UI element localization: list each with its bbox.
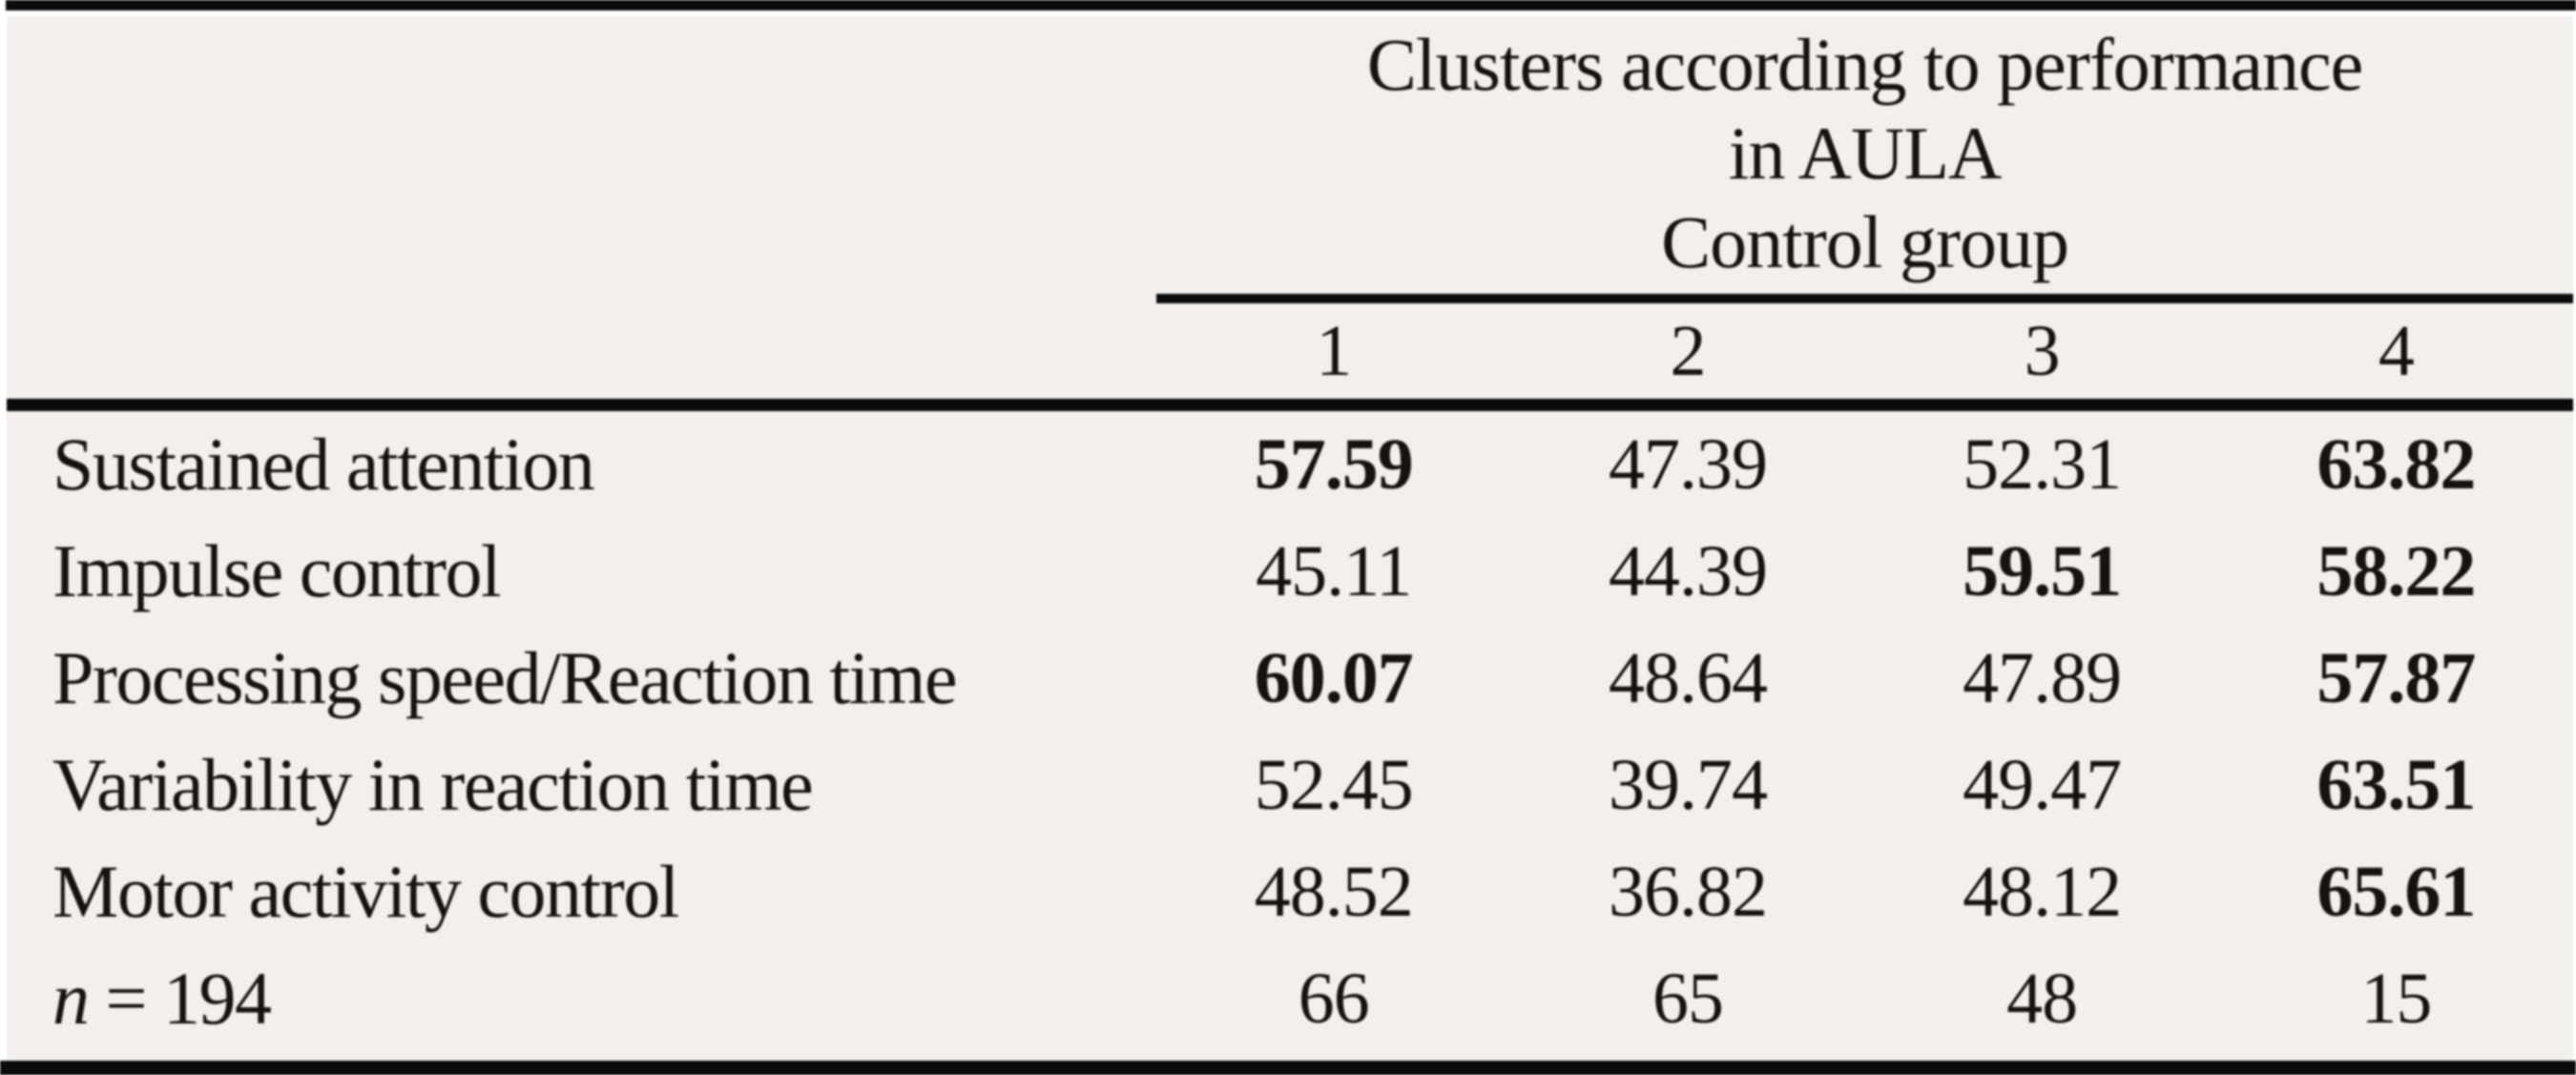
value-cell: 57.59 [1254,424,1414,505]
column-header-3: 3 [1864,299,2219,411]
table-content-area: Clusters according to performance in AUL… [7,16,2573,1075]
table-row-n-count: n = 194 66 65 48 15 [7,945,2573,1052]
table-row-variability-reaction-time: Variability in reaction time 52.45 39.74… [7,732,2573,838]
table-bottom-rule [0,1061,2576,1075]
row-label: Impulse control [52,529,502,612]
value-cell: 58.22 [2316,530,2476,611]
table-row-sustained-attention: Sustained attention 57.59 47.39 52.31 63… [7,405,2573,519]
value-cell: 47.89 [1963,637,2122,718]
row-label: Motor activity control [52,850,679,933]
row-label: Variability in reaction time [52,743,814,826]
value-cell: 63.82 [2316,424,2476,505]
value-cell: 47.39 [1608,424,1768,505]
group-header-line-2: in AULA [1728,112,2002,195]
table-row-motor-activity-control: Motor activity control 48.52 36.82 48.12… [7,838,2573,945]
value-cell: 65.61 [2316,851,2476,932]
value-cell: 52.31 [1963,424,2122,505]
row-label-n: n = 194 [7,945,1156,1052]
value-cell: 48 [2006,958,2078,1039]
group-header-spacer [7,16,1156,299]
value-cell: 44.39 [1608,530,1768,611]
value-cell: 59.51 [1963,530,2122,611]
value-cell: 52.45 [1254,744,1414,825]
value-cell: 48.12 [1963,851,2122,932]
value-cell: 57.87 [2316,637,2476,718]
row-label: Sustained attention [52,423,595,506]
value-cell: 45.11 [1256,530,1412,611]
table-top-rule [6,0,2576,10]
column-header-1: 1 [1156,299,1511,411]
value-cell: 15 [2360,958,2432,1039]
table-row-impulse-control: Impulse control 45.11 44.39 59.51 58.22 [7,518,2573,625]
column-header-4: 4 [2218,299,2573,411]
row-label: Processing speed/Reaction time [52,636,958,719]
group-header-row: Clusters according to performance in AUL… [7,16,2573,303]
value-cell: 39.74 [1608,744,1768,825]
value-cell: 65 [1652,958,1724,1039]
column-header-row: 1 2 3 4 [7,299,2573,411]
column-header-2: 2 [1510,299,1865,411]
value-cell: 66 [1298,958,1370,1039]
group-header-line-3: Control group [1661,200,2069,283]
n-equals-value: = 194 [105,957,273,1040]
table-row-processing-speed: Processing speed/Reaction time 60.07 48.… [7,625,2573,732]
column-header-spacer [7,299,1157,411]
value-cell: 60.07 [1254,637,1414,718]
value-cell: 63.51 [2316,744,2476,825]
group-header-line-1: Clusters according to performance [1366,23,2363,106]
group-header-cell: Clusters according to performance in AUL… [1156,16,2573,303]
clusters-performance-table: Clusters according to performance in AUL… [7,16,2573,1052]
value-cell: 48.64 [1608,637,1768,718]
value-cell: 49.47 [1963,744,2122,825]
value-cell: 36.82 [1608,851,1768,932]
n-italic-symbol: n [52,957,90,1040]
value-cell: 48.52 [1254,851,1414,932]
